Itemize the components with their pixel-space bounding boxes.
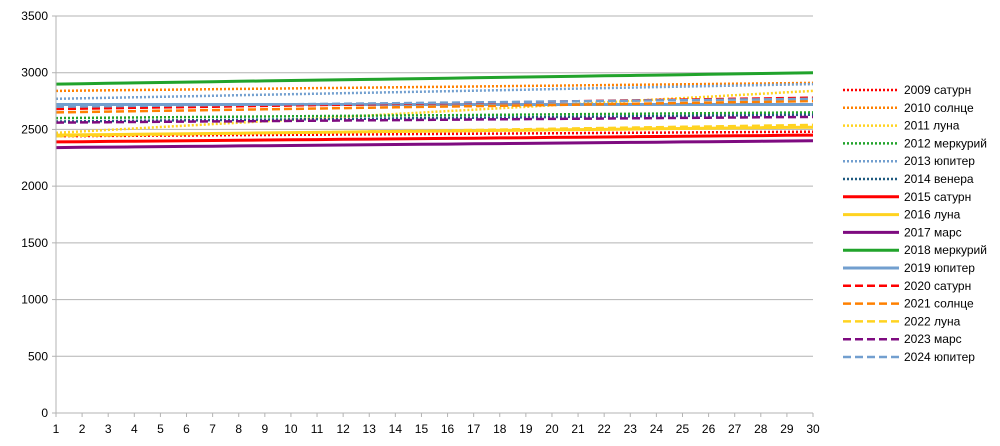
x-tick-label: 18 <box>493 422 507 436</box>
series-line <box>55 133 814 144</box>
series-line <box>55 97 814 108</box>
x-tick-label: 5 <box>157 422 164 436</box>
legend-label: 2024 юпитер <box>904 350 975 364</box>
y-tick-label: 2000 <box>21 179 48 193</box>
series-line <box>55 139 814 150</box>
x-tick-label: 27 <box>728 422 742 436</box>
legend-label: 2017 марс <box>904 225 962 239</box>
x-tick-label: 10 <box>284 422 298 436</box>
legend-label: 2011 луна <box>904 119 960 133</box>
y-tick-label: 1500 <box>21 236 48 250</box>
x-tick-label: 9 <box>261 422 268 436</box>
x-tick-label: 21 <box>571 422 585 436</box>
x-tick-label: 20 <box>545 422 559 436</box>
x-tick-label: 11 <box>311 422 324 436</box>
legend-label: 2015 сатурн <box>904 190 971 204</box>
x-tick-label: 15 <box>415 422 429 436</box>
x-tick-label: 24 <box>650 422 664 436</box>
legend-label: 2016 луна <box>904 208 961 222</box>
x-tick-label: 4 <box>131 422 138 436</box>
legend-label: 2019 юпитер <box>904 261 975 275</box>
x-tick-label: 29 <box>780 422 794 436</box>
series-line <box>55 123 814 138</box>
legend-label: 2022 луна <box>904 314 961 328</box>
x-tick-label: 19 <box>519 422 533 436</box>
y-tick-label: 3500 <box>21 9 48 23</box>
y-tick-label: 1000 <box>21 293 48 307</box>
x-tick-label: 12 <box>336 422 350 436</box>
series-line <box>55 71 814 86</box>
y-tick-label: 3000 <box>21 66 48 80</box>
legend-label: 2023 марс <box>904 332 962 346</box>
x-tick-labels: 1 2 3 4 5 6 7 8 9 10 11 12 13 14 15 16 17 18 19 20 21 22 23 24 2… <box>53 413 820 436</box>
legend-label: 2010 солнце <box>904 101 974 115</box>
x-tick-label: 2 <box>79 422 86 436</box>
legend-label: 2012 меркурий <box>904 136 987 150</box>
x-tick-label: 17 <box>467 422 481 436</box>
y-tick-labels: 0 500 1000 1500 2000 2500 3000 3500 <box>21 9 56 420</box>
x-tick-label: 25 <box>676 422 690 436</box>
legend-label: 2020 сатурн <box>904 279 971 293</box>
series-line <box>55 81 814 93</box>
legend: 2009 сатурн 2010 солнце 2011 луна 2012 мерк… <box>843 83 987 364</box>
series-line <box>55 115 814 124</box>
x-tick-label: 13 <box>363 422 377 436</box>
legend-label: 2009 сатурн <box>904 83 971 97</box>
legend-label: 2021 солнце <box>904 297 974 311</box>
x-tick-label: 14 <box>389 422 403 436</box>
y-tick-label: 0 <box>41 406 48 420</box>
x-tick-label: 6 <box>183 422 190 436</box>
x-tick-label: 1 <box>53 422 60 436</box>
x-tick-label: 26 <box>702 422 716 436</box>
y-tick-label: 2500 <box>21 122 48 136</box>
x-tick-label: 23 <box>624 422 638 436</box>
axes <box>55 16 813 414</box>
x-tick-label: 7 <box>209 422 216 436</box>
x-tick-label: 22 <box>597 422 611 436</box>
x-tick-label: 8 <box>235 422 242 436</box>
legend-label: 2014 венера <box>904 172 974 186</box>
x-tick-label: 30 <box>806 422 820 436</box>
x-tick-label: 28 <box>754 422 768 436</box>
x-tick-label: 3 <box>105 422 112 436</box>
grid-lines <box>56 15 813 357</box>
legend-label: 2013 юпитер <box>904 154 975 168</box>
legend-label: 2018 меркурий <box>904 243 987 257</box>
series-lines <box>55 71 814 150</box>
series-line <box>55 99 814 114</box>
y-tick-label: 500 <box>28 349 48 363</box>
x-tick-label: 16 <box>441 422 455 436</box>
